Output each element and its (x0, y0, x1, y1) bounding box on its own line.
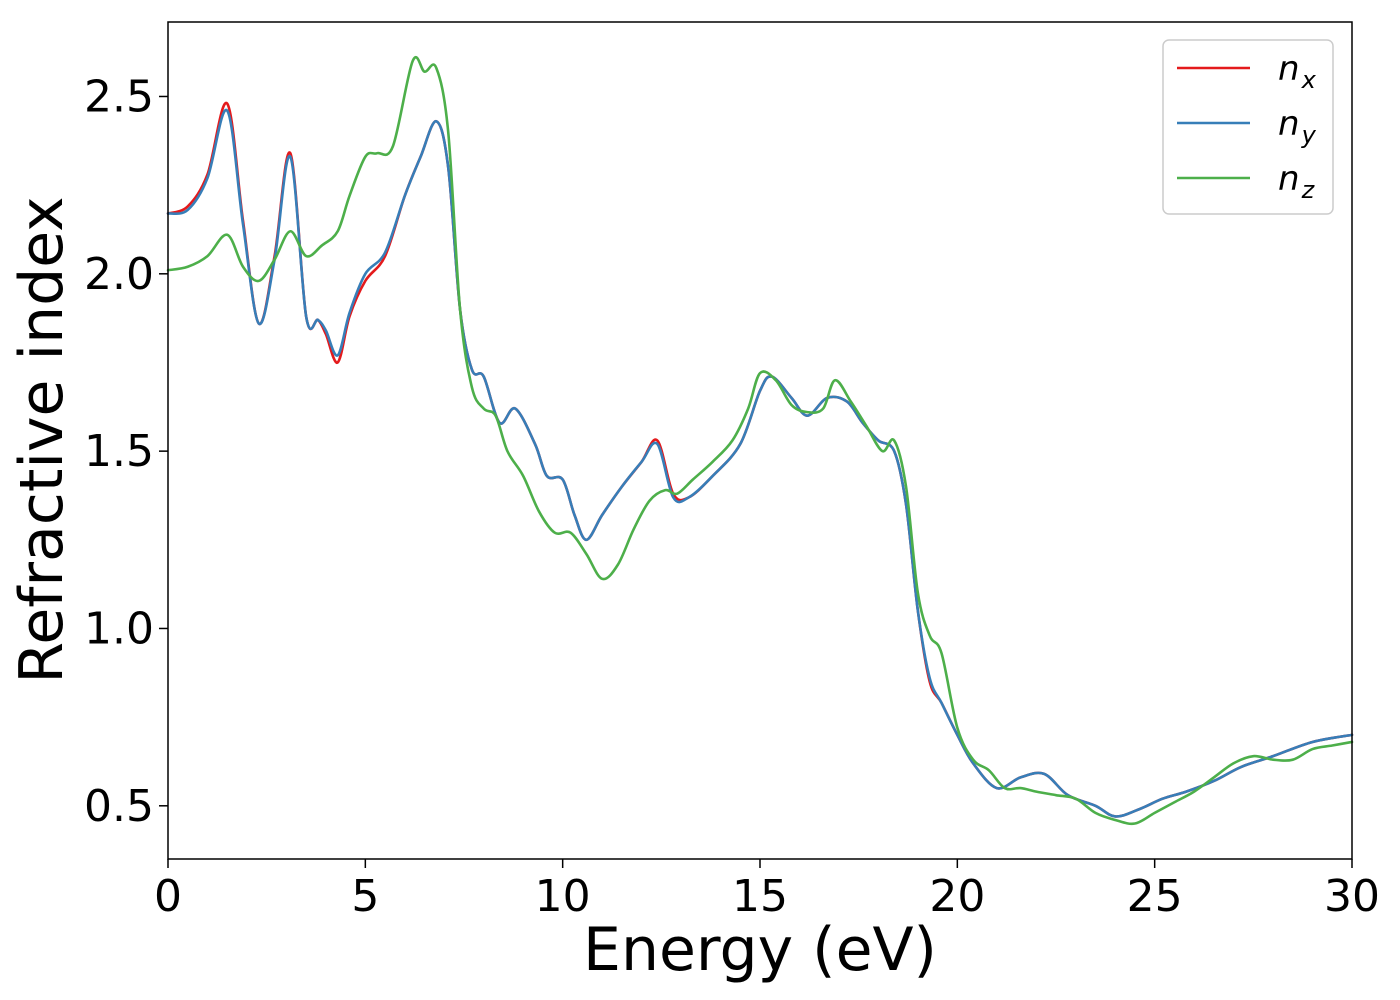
x-axis-ticks: 0 5 10 15 20 25 30 (154, 859, 1380, 922)
legend: nx ny nz (1162, 39, 1334, 215)
x-tick-label: 0 (154, 871, 182, 922)
y-tick-label: 1.5 (84, 426, 154, 477)
plot-area (166, 21, 1354, 860)
series-layer (166, 55, 1354, 826)
x-tick-label: 25 (1127, 871, 1183, 922)
y-tick-label: 2.5 (84, 71, 154, 122)
y-tick-label: 1.0 (84, 603, 154, 654)
series-line-z (166, 55, 1354, 826)
series-line-y (166, 108, 1354, 818)
x-tick-label: 5 (351, 871, 379, 922)
x-tick-label: 30 (1324, 871, 1380, 922)
legend-entries: nx ny nz (1177, 49, 1317, 204)
legend-label-x: nx (1278, 49, 1317, 94)
legend-label-z: nz (1278, 159, 1316, 204)
legend-label-y: ny (1278, 104, 1317, 149)
y-tick-label: 0.5 (84, 781, 154, 832)
y-tick-label: 2.0 (84, 249, 154, 300)
x-tick-label: 20 (929, 871, 985, 922)
legend-box (1162, 39, 1334, 215)
x-tick-label: 10 (535, 871, 591, 922)
y-axis-ticks: 0.5 1.0 1.5 2.0 2.5 (84, 71, 168, 832)
x-axis-title: Energy (eV) (583, 915, 937, 985)
y-axis-title: Refractive index (7, 196, 77, 683)
x-tick-label: 15 (732, 871, 788, 922)
